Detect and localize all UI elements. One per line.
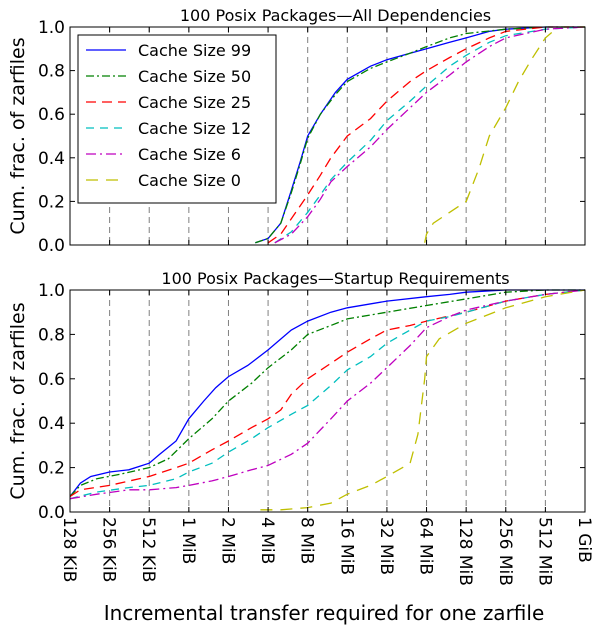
series-line-cache-size-0 (260, 289, 586, 511)
x-tick-label: 512 MiB (534, 517, 554, 586)
x-tick-label: 16 MiB (336, 517, 356, 575)
x-axis-label: Incremental transfer required for one za… (104, 601, 545, 625)
x-tick-label: 2 MiB (217, 517, 237, 564)
x-tick-label: 128 KiB (59, 517, 79, 582)
y-tick-label: 1.0 (38, 281, 65, 301)
panel-title: 100 Posix Packages—Startup Requirements (161, 269, 509, 288)
y-tick-label: 0.0 (38, 236, 65, 256)
bottom-panel: 0.0 0.2 0.4 0.6 0.8 1.0 128 KiB 256 KiB 512 KiB 1… (7, 269, 592, 586)
series-line-cache-size-50 (69, 289, 585, 497)
legend-box (77, 34, 277, 204)
x-tick-label: 256 MiB (495, 517, 515, 586)
y-tick-label: 1.0 (38, 18, 65, 38)
x-tick-label: 512 KiB (138, 517, 158, 582)
series-line-cache-size-25 (69, 289, 586, 498)
panel-title: 100 Posix Packages—All Dependencies (180, 6, 491, 25)
plot-frame (69, 26, 586, 246)
y-tick-label: 0.8 (38, 62, 65, 82)
series-line-cache-size-50 (255, 26, 585, 244)
top-panel: 0.0 0.2 0.4 0.6 0.8 1.0 100 Posix Packages—All… (7, 6, 586, 256)
y-tick-label: 0.6 (38, 370, 65, 390)
series-line-cache-size-0 (424, 26, 585, 243)
y-tick-label: 0.6 (38, 105, 65, 125)
x-tick-label: 64 MiB (416, 517, 436, 575)
legend-label: Cache Size 0 (138, 171, 241, 190)
y-tick-label: 0.2 (38, 459, 65, 479)
series-line-cache-size-99 (255, 26, 585, 244)
legend-label: Cache Size 12 (138, 119, 251, 138)
legend-label: Cache Size 6 (138, 145, 241, 164)
y-tick-label: 0.0 (38, 503, 65, 523)
x-tick-label: 128 MiB (455, 517, 475, 586)
x-tick-label: 8 MiB (297, 517, 317, 564)
x-tick-label: 1 GiB (574, 517, 592, 563)
series-line-cache-size-6 (274, 26, 586, 244)
legend: Cache Size 99 Cache Size 50 Cache Size 25 C… (77, 34, 277, 204)
y-axis-label: Cum. frac. of zarfiles (7, 302, 29, 499)
series-line-cache-size-25 (267, 26, 585, 244)
x-tick-label: 1 MiB (178, 517, 198, 564)
y-tick-label: 0.2 (38, 192, 65, 212)
legend-label: Cache Size 25 (138, 93, 251, 112)
x-tick-label: 4 MiB (257, 517, 277, 564)
y-tick-label: 0.4 (38, 149, 65, 169)
legend-label: Cache Size 99 (138, 41, 251, 60)
series-line-cache-size-6 (69, 289, 586, 500)
series-line-cache-size-12 (274, 26, 586, 244)
y-axis-label: Cum. frac. of zarfiles (7, 37, 29, 234)
y-tick-label: 0.8 (38, 325, 65, 345)
y-tick-label: 0.4 (38, 414, 65, 434)
series-line-cache-size-99 (69, 289, 585, 497)
plot-frame (69, 289, 586, 513)
x-tick-label: 32 MiB (376, 517, 396, 575)
series-line-cache-size-12 (69, 289, 586, 500)
legend-label: Cache Size 50 (138, 67, 251, 86)
x-tick-label: 256 KiB (99, 517, 119, 582)
